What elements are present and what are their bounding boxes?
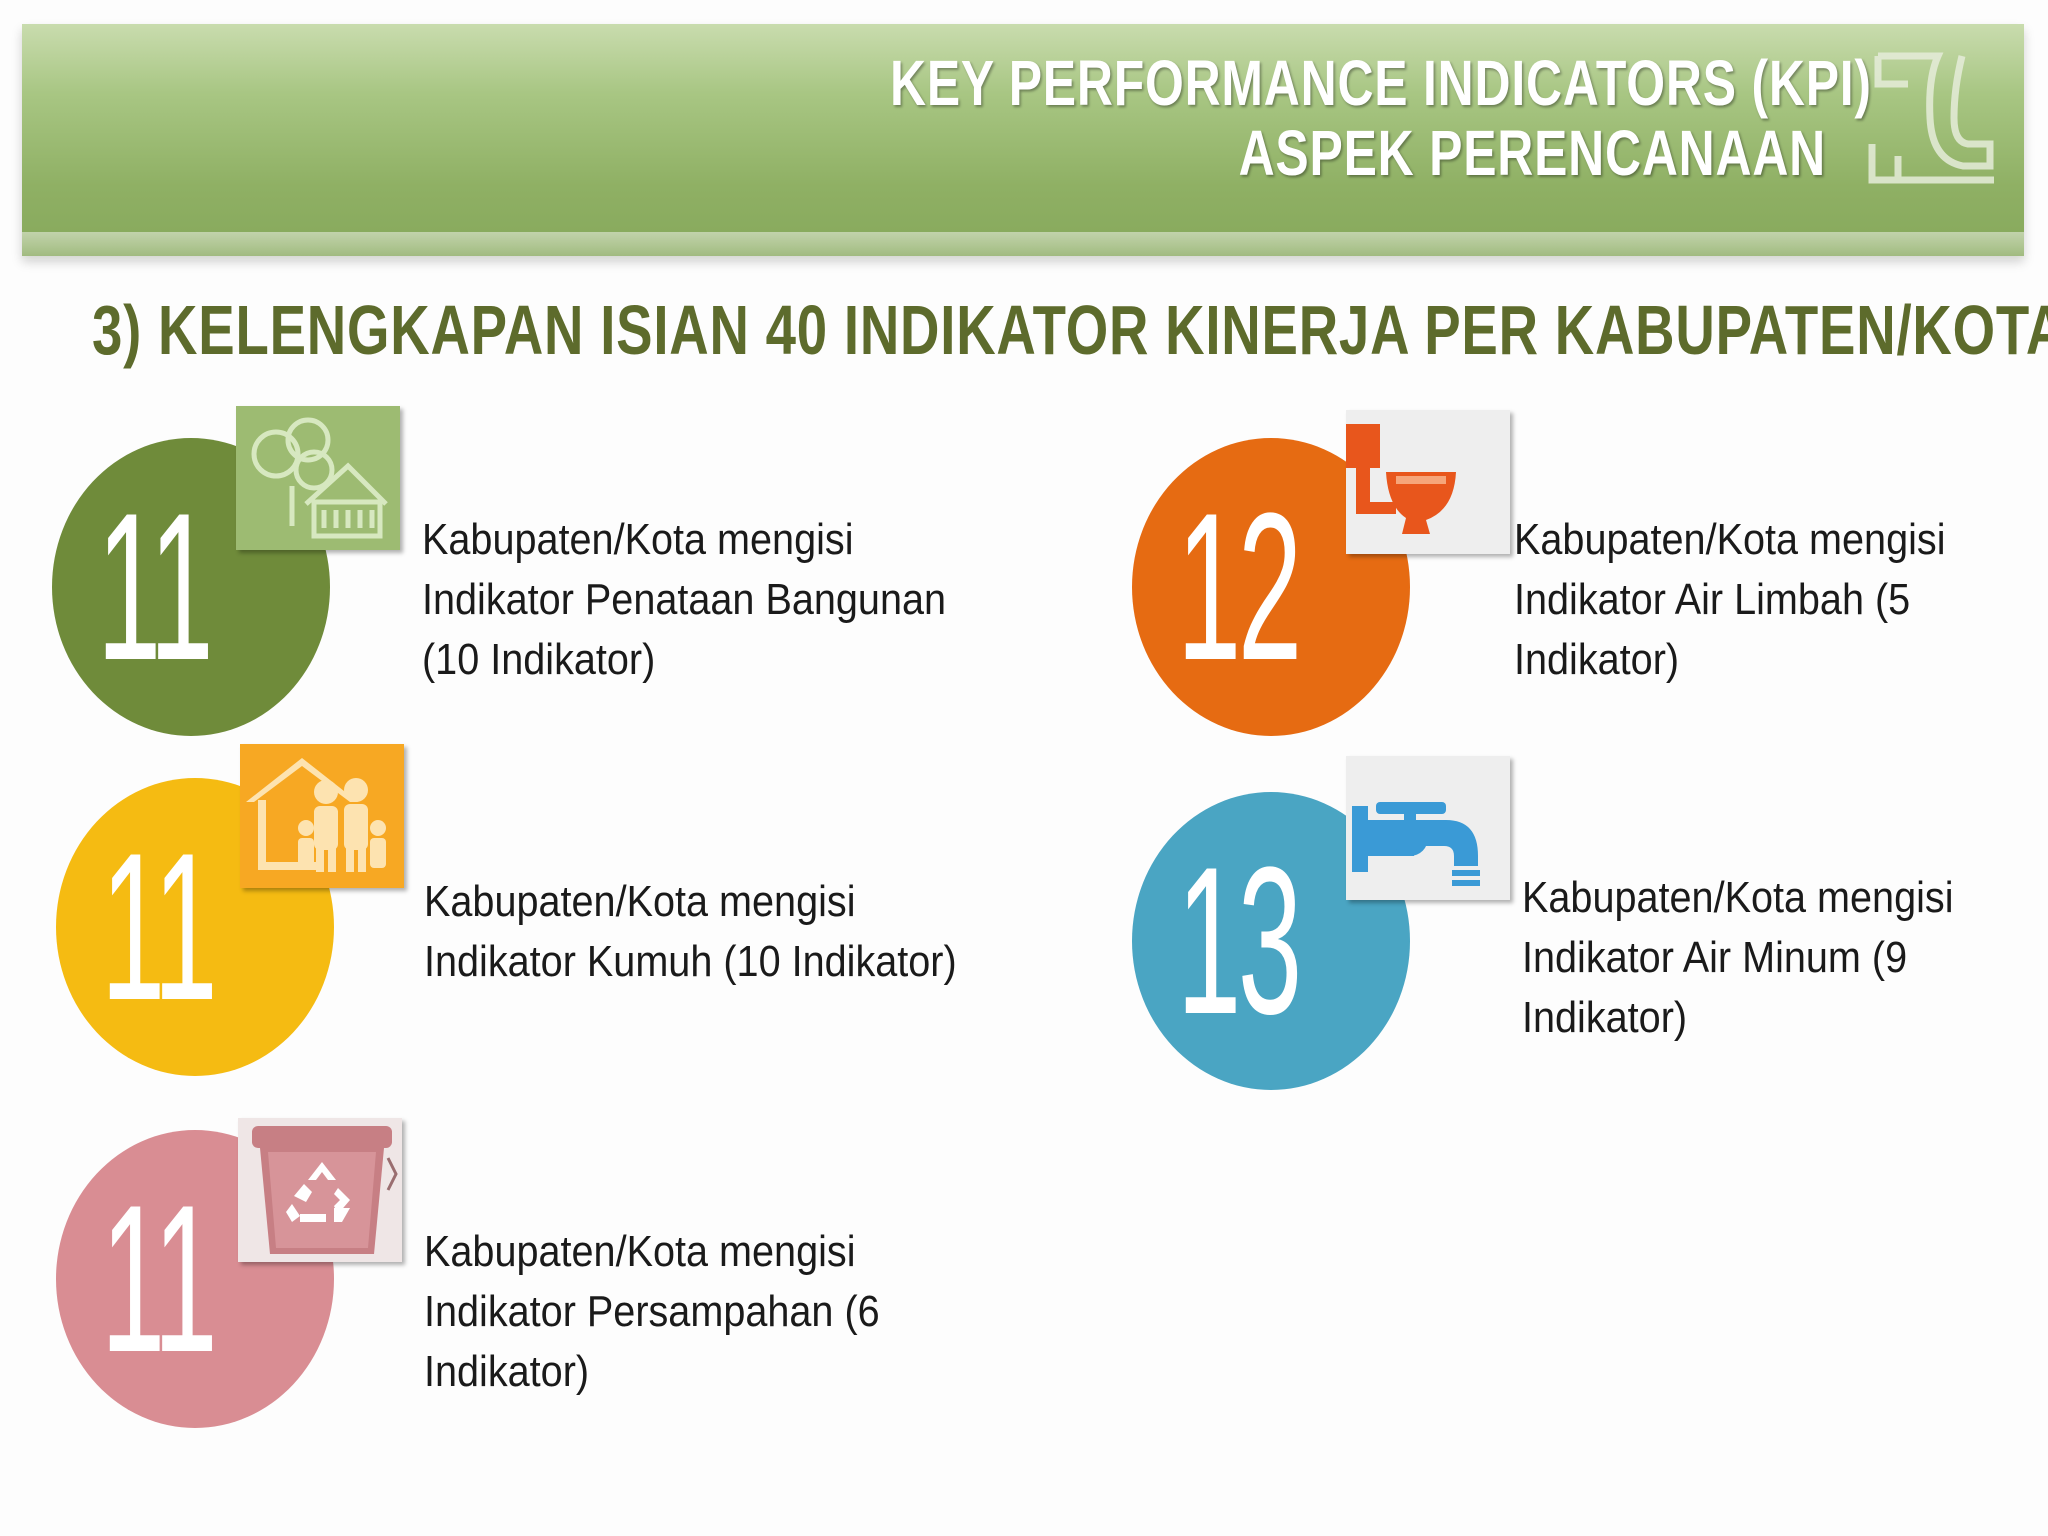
indicator-description-persampahan: Kabupaten/Kota mengisi Indikator Persamp… bbox=[424, 1222, 964, 1402]
description-line: Indikator) bbox=[1514, 635, 1680, 684]
toilet-icon bbox=[1346, 410, 1510, 554]
indicator-count: 11 bbox=[101, 1161, 218, 1396]
indicator-count: 12 bbox=[1177, 469, 1302, 704]
header-banner bbox=[22, 24, 2024, 256]
indicator-description-penataan-bangunan: Kabupaten/Kota mengisi Indikator Penataa… bbox=[422, 510, 962, 690]
description-line: Indikator) bbox=[1522, 993, 1688, 1042]
indicator-description-kumuh: Kabupaten/Kota mengisi Indikator Kumuh (… bbox=[424, 872, 964, 992]
description-line: Indikator Air Limbah (5 bbox=[1514, 575, 1911, 624]
page-title: KEY PERFORMANCE INDICATORS (KPI) ASPEK P… bbox=[890, 47, 1872, 189]
water-tap-icon bbox=[1346, 756, 1510, 900]
description-line: Indikator Kumuh (10 Indikator) bbox=[424, 937, 957, 986]
description-line: Indikator) bbox=[424, 1347, 590, 1396]
description-line: Kabupaten/Kota mengisi bbox=[1522, 873, 1954, 922]
title-line-2: ASPEK PERENCANAAN bbox=[1238, 117, 1826, 189]
header-banner-shadow bbox=[22, 232, 2024, 260]
section-heading: 3) KELENGKAPAN ISIAN 40 INDIKATOR KINERJ… bbox=[92, 291, 2048, 369]
description-line: Kabupaten/Kota mengisi bbox=[424, 877, 856, 926]
indicator-count: 13 bbox=[1177, 823, 1302, 1058]
house-trees-icon bbox=[236, 406, 400, 550]
family-house-icon bbox=[240, 744, 404, 888]
indicator-description-air-minum: Kabupaten/Kota mengisi Indikator Air Min… bbox=[1522, 868, 2048, 1048]
description-line: Kabupaten/Kota mengisi bbox=[424, 1227, 856, 1276]
description-line: Indikator Persampahan (6 bbox=[424, 1287, 880, 1336]
recycle-bin-icon bbox=[238, 1118, 402, 1262]
indicator-count: 11 bbox=[101, 809, 218, 1044]
pu-logo-icon bbox=[1868, 52, 1994, 184]
indicator-description-air-limbah: Kabupaten/Kota mengisi Indikator Air Lim… bbox=[1514, 510, 2048, 690]
indicator-count: 11 bbox=[97, 469, 214, 704]
description-line: Indikator Air Minum (9 bbox=[1522, 933, 1908, 982]
description-line: Indikator Penataan Bangunan bbox=[422, 575, 947, 624]
description-line: (10 Indikator) bbox=[422, 635, 656, 684]
title-line-1: KEY PERFORMANCE INDICATORS (KPI) bbox=[890, 47, 1872, 119]
description-line: Kabupaten/Kota mengisi bbox=[422, 515, 854, 564]
description-line: Kabupaten/Kota mengisi bbox=[1514, 515, 1946, 564]
